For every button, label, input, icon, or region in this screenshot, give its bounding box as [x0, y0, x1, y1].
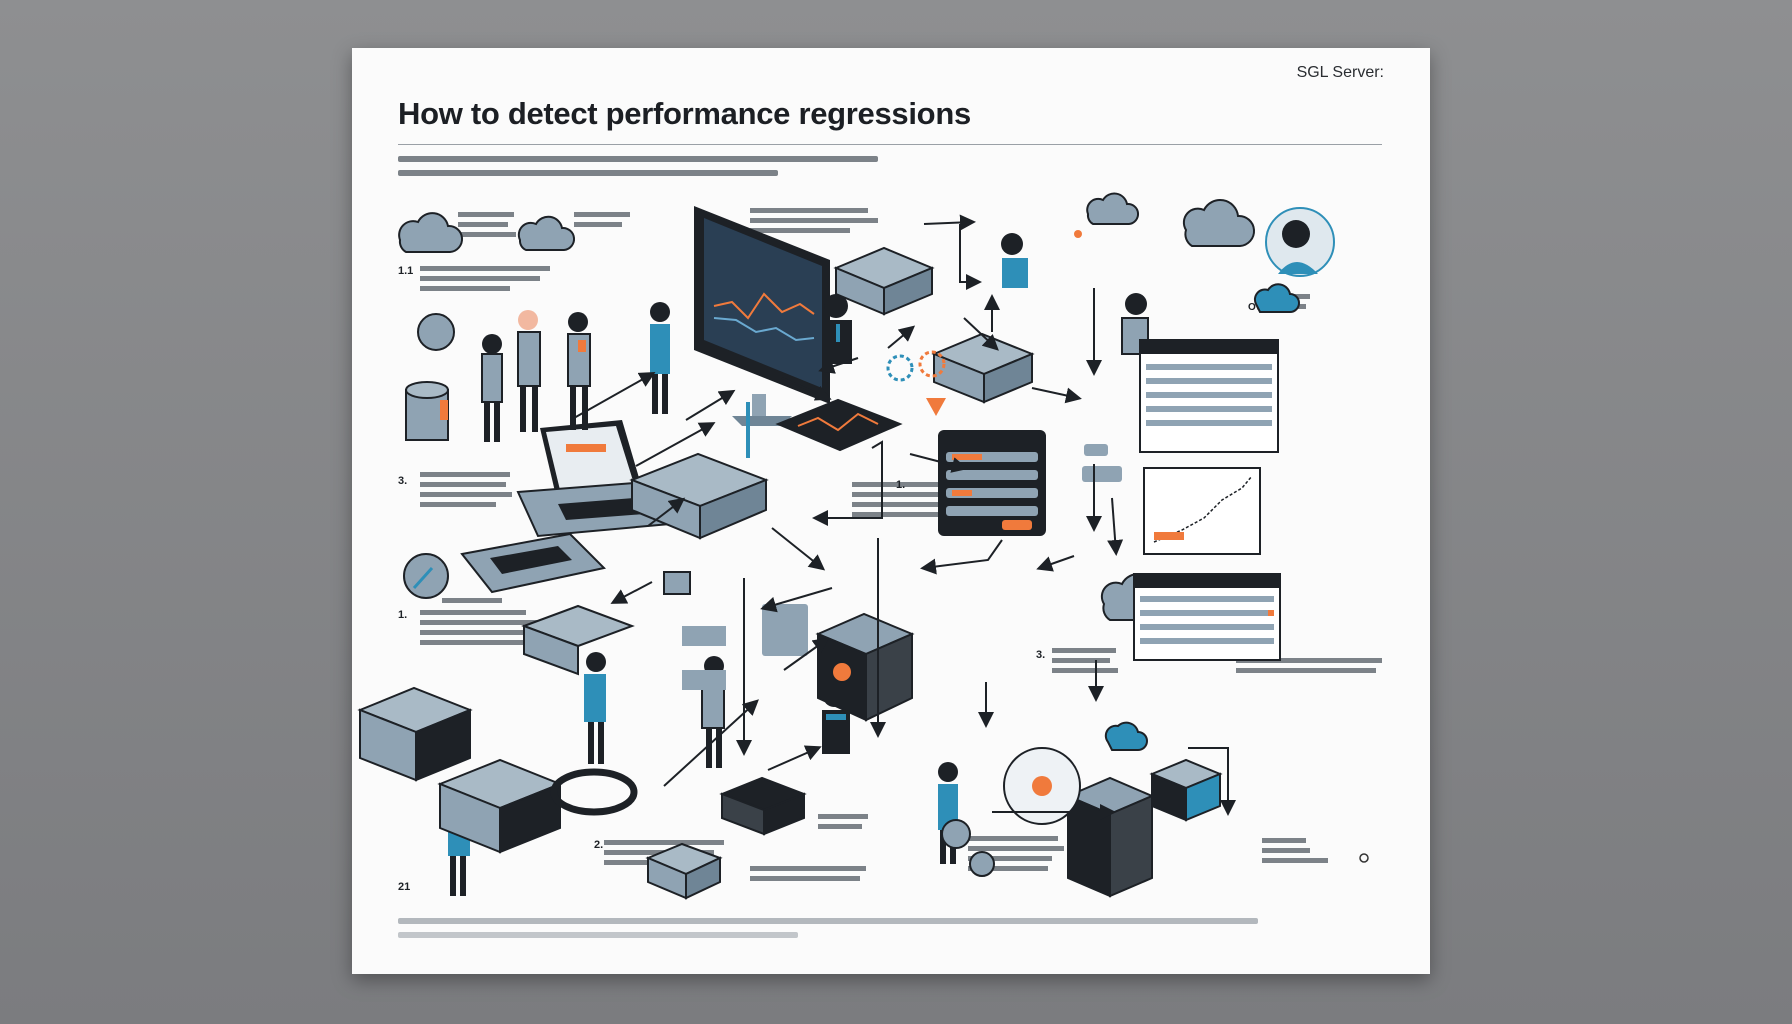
- marker-icon: [926, 398, 946, 416]
- cloud-icon: [1104, 721, 1148, 751]
- gear-icon: [918, 350, 946, 378]
- step-label-e: 1.: [896, 479, 905, 491]
- person-icon: [1001, 233, 1028, 288]
- cloud-icons: [398, 192, 1300, 751]
- step-label-g: 21: [398, 881, 410, 893]
- document-icon: [762, 604, 808, 656]
- dashboard-panel: [938, 430, 1046, 536]
- flow-arrows: [573, 214, 1236, 820]
- step-label-c: 1.: [398, 609, 407, 621]
- person-icon: [650, 302, 670, 414]
- chat-bubble-icon: [417, 313, 455, 351]
- footnote: [398, 914, 1270, 938]
- workflow-diagram: 1.1 3. 1. 3. 1. 2. 21 Ovingpe: [357, 156, 1382, 900]
- person-icon: [584, 652, 606, 764]
- keyboard-keys: [490, 546, 572, 574]
- small-icons: [663, 350, 1369, 877]
- person-icon: [824, 294, 852, 364]
- dashboard-panels: [938, 339, 1281, 661]
- avatar-body: [1278, 262, 1318, 274]
- title-divider: [398, 144, 1382, 145]
- step-label-a: 1.1: [398, 265, 413, 277]
- avatar-head: [1282, 220, 1310, 248]
- cloud-icon: [1253, 283, 1300, 313]
- tag-icon: [1084, 444, 1108, 456]
- database-icon: [405, 381, 449, 441]
- small-laptop-icon: [663, 571, 691, 595]
- ring-icon: [550, 768, 638, 816]
- cloud-icon: [1182, 199, 1256, 247]
- person-icon: [517, 310, 541, 432]
- cloud-icon: [517, 215, 576, 251]
- cloud-accent-dot: [1074, 230, 1082, 238]
- trend-chart-panel: [1143, 467, 1261, 555]
- card-icon: [682, 626, 726, 646]
- target-dot: [1032, 776, 1052, 796]
- monitor-icon: [694, 206, 830, 426]
- brand-label: SGL Server:: [1296, 64, 1384, 81]
- person-icon: [567, 312, 591, 430]
- cloud-icon: [1086, 192, 1139, 225]
- step-label-b: 3.: [398, 475, 407, 487]
- footer-logo-icon: [1359, 853, 1369, 863]
- page-title: How to detect performance regressions: [398, 96, 971, 131]
- tag-icon: [1082, 466, 1122, 482]
- dashboard-tablet-icon: [775, 398, 903, 452]
- disk-icon: [941, 819, 971, 849]
- disk-icon: [969, 851, 995, 877]
- person-icon: [481, 334, 503, 442]
- step-label-f: 2.: [594, 839, 603, 851]
- poster: How to detect performance regressions SG…: [352, 48, 1430, 974]
- cloud-icon: [398, 212, 463, 253]
- gear-icon: [886, 354, 914, 382]
- step-label-d: 3.: [1036, 649, 1045, 661]
- card-icon: [682, 670, 726, 690]
- gauge-needle: [412, 566, 434, 590]
- person-icon: [938, 762, 958, 864]
